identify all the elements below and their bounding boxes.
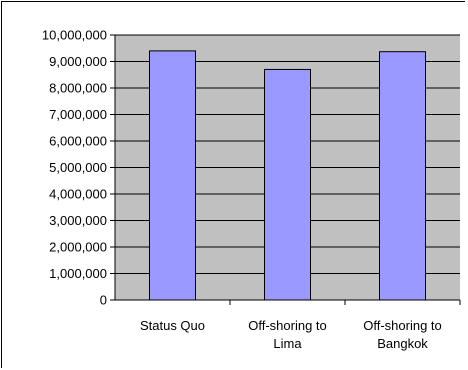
y-tick-label: 7,000,000 <box>49 107 107 122</box>
y-tick-label: 1,000,000 <box>49 266 107 281</box>
x-category-label: Lima <box>273 336 302 351</box>
y-tick-label: 6,000,000 <box>49 134 107 149</box>
x-category-label: Bangkok <box>377 336 428 351</box>
x-category-label: Off-shoring to <box>248 318 327 333</box>
y-tick-label: 8,000,000 <box>49 81 107 96</box>
y-tick-label: 4,000,000 <box>49 187 107 202</box>
y-tick-label: 0 <box>100 293 107 308</box>
y-tick-label: 9,000,000 <box>49 54 107 69</box>
y-tick-label: 3,000,000 <box>49 213 107 228</box>
bar <box>149 50 196 301</box>
bar <box>264 68 311 301</box>
y-tick-label: 10,000,000 <box>42 28 107 43</box>
y-tick-label: 5,000,000 <box>49 160 107 175</box>
y-tick-label: 2,000,000 <box>49 240 107 255</box>
x-category-label: Off-shoring to <box>363 318 442 333</box>
bar <box>379 51 426 301</box>
x-category-label: Status Quo <box>140 318 205 333</box>
